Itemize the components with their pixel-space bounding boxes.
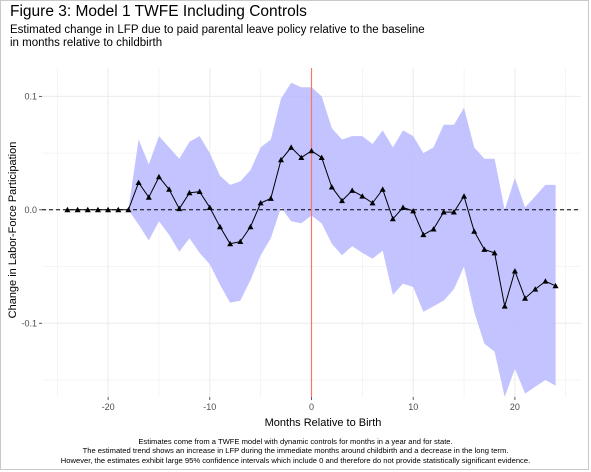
data-point xyxy=(186,189,193,196)
data-point xyxy=(542,278,549,284)
data-point xyxy=(277,156,284,163)
data-point xyxy=(145,194,152,200)
data-point xyxy=(379,186,386,192)
x-tick-label: 20 xyxy=(510,402,520,412)
data-point xyxy=(308,147,315,154)
data-point xyxy=(339,197,346,204)
y-tick-label: 0.1 xyxy=(24,91,37,101)
y-tick-label: -0.1 xyxy=(21,318,37,328)
data-point xyxy=(420,231,427,238)
chart-caption: Estimates come from a TWFE model with dy… xyxy=(0,437,591,465)
estimate-series xyxy=(64,144,559,309)
data-point xyxy=(369,200,376,206)
data-point xyxy=(491,249,498,256)
data-point xyxy=(400,204,407,210)
data-point xyxy=(532,286,539,292)
data-point xyxy=(501,303,508,309)
x-axis-ticks: -20 -10 0 10 20 xyxy=(102,397,520,412)
data-point xyxy=(450,209,457,215)
x-tick-label: 0 xyxy=(309,402,314,412)
data-point xyxy=(328,184,335,190)
data-point xyxy=(410,207,417,214)
data-point xyxy=(237,238,244,244)
x-tick-label: -20 xyxy=(102,402,115,412)
data-point xyxy=(471,228,478,234)
data-point xyxy=(135,179,142,185)
reference-lines xyxy=(42,68,581,397)
caption-line-2: The estimated trend shows an increase in… xyxy=(82,446,509,456)
data-point xyxy=(461,193,468,199)
data-point xyxy=(176,205,183,212)
data-point xyxy=(389,215,396,222)
confidence-ribbon xyxy=(67,82,556,397)
subtitle-line-1: Estimated change in LFP due to paid pare… xyxy=(10,24,425,36)
y-axis-ticks: -0.1 0.0 0.1 xyxy=(21,91,42,328)
x-tick-label: 10 xyxy=(408,402,418,412)
data-point xyxy=(247,223,254,230)
y-tick-label: 0.0 xyxy=(24,205,37,215)
data-point xyxy=(227,240,234,247)
data-point xyxy=(125,206,132,213)
ci-ribbon-area xyxy=(67,82,556,397)
data-point xyxy=(94,206,101,213)
data-point xyxy=(155,173,162,180)
data-point xyxy=(216,223,223,230)
data-point xyxy=(257,200,264,206)
data-point xyxy=(115,206,122,213)
subtitle-line-2: in months relative to childbirth xyxy=(10,37,163,49)
data-point xyxy=(206,204,213,210)
x-axis-label: Months Relative to Birth xyxy=(265,417,382,429)
data-point xyxy=(522,295,529,301)
data-point xyxy=(318,154,325,161)
y-axis-label: Change in Labor-Force Participation xyxy=(7,142,19,319)
data-point xyxy=(64,206,71,213)
data-point xyxy=(74,206,81,213)
data-point xyxy=(166,186,173,192)
data-point xyxy=(196,188,203,195)
data-point xyxy=(349,187,356,193)
chart-title: Figure 3: Model 1 TWFE Including Control… xyxy=(10,3,307,20)
caption-line-3: However, the estimates exhibit large 95%… xyxy=(60,455,531,465)
data-point xyxy=(105,206,112,213)
x-tick-label: -10 xyxy=(203,402,216,412)
data-point xyxy=(359,193,366,199)
data-point xyxy=(430,226,437,232)
data-point xyxy=(288,144,295,150)
data-point xyxy=(267,195,274,201)
caption-line-1: Estimates come from a TWFE model with dy… xyxy=(138,437,453,446)
data-point xyxy=(84,206,91,213)
chart-subtitle: Estimated change in LFP due to paid pare… xyxy=(10,24,480,50)
data-point xyxy=(481,246,488,252)
data-point xyxy=(552,282,559,289)
data-point xyxy=(298,154,305,161)
data-point xyxy=(440,209,447,215)
data-point xyxy=(511,268,518,274)
